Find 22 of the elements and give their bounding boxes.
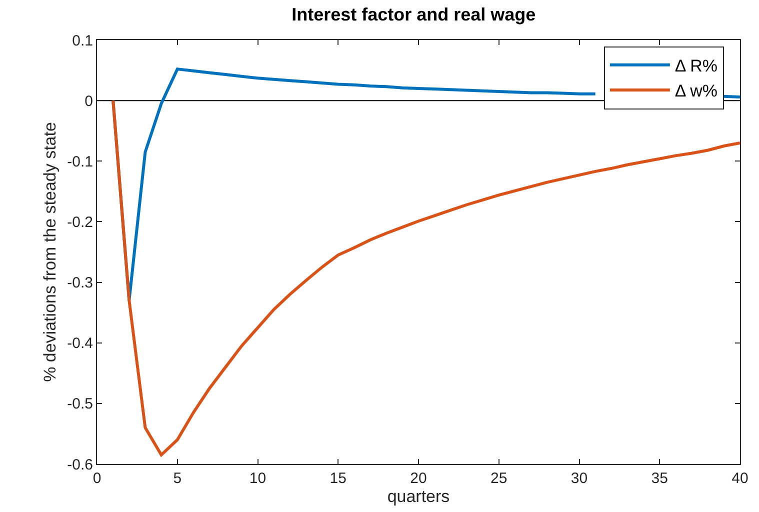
y-tick-label: -0.6	[67, 456, 93, 474]
x-axis-title: quarters	[387, 487, 450, 506]
legend-label: Δ R%	[674, 56, 718, 76]
y-tick-label: -0.2	[67, 214, 93, 231]
x-tick-label: 40	[732, 470, 748, 487]
y-tick-label: -0.5	[67, 396, 93, 413]
x-tick-label: 15	[330, 470, 346, 487]
x-tick-label: 5	[173, 470, 182, 487]
y-tick-label: 0	[84, 92, 93, 110]
y-tick-label: -0.1	[67, 153, 93, 170]
x-tick-label: 10	[249, 470, 266, 487]
y-tick-label: -0.3	[67, 274, 93, 292]
chart-title: Interest factor and real wage	[292, 4, 536, 24]
y-axis-title: % deviations from the steady state	[40, 122, 60, 382]
y-tick-label: 0.1	[72, 32, 93, 50]
x-tick-label: 35	[651, 470, 668, 487]
legend-label: Δ w%	[674, 82, 718, 101]
y-tick-label: -0.4	[67, 335, 93, 352]
line-series	[112, 99, 740, 456]
x-tick-label: 30	[570, 470, 588, 487]
x-tick-label: 25	[490, 470, 508, 487]
x-tick-label: 20	[410, 470, 427, 487]
